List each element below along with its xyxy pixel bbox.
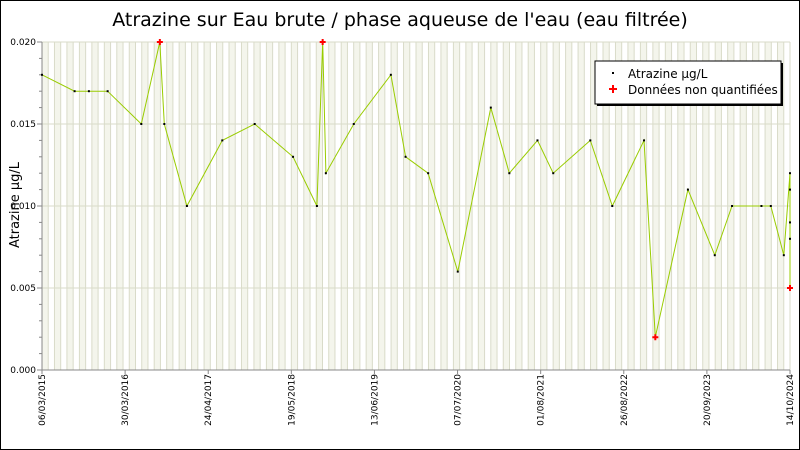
- data-point: [508, 172, 511, 175]
- data-point: [760, 205, 763, 207]
- data-point: [389, 73, 392, 76]
- data-point: [352, 123, 355, 125]
- data-point: [789, 221, 791, 224]
- x-tick-label: 30/03/2016: [121, 374, 131, 426]
- data-point: [643, 139, 646, 142]
- non-quantified-point: [319, 39, 326, 45]
- data-point: [140, 123, 143, 125]
- y-tick-label: 0.020: [10, 38, 36, 48]
- data-point: [427, 172, 430, 175]
- x-tick-label: 26/08/2022: [620, 374, 630, 426]
- y-tick-label: 0.000: [10, 366, 36, 376]
- data-point: [789, 237, 791, 240]
- data-point: [315, 205, 318, 207]
- y-axis-ticks: 0.000 0.005 0.010 0.015 0.020: [10, 38, 36, 376]
- data-point: [73, 90, 76, 93]
- data-point: [456, 270, 459, 273]
- data-point: [324, 172, 327, 175]
- y-tick-label: 0.005: [10, 284, 36, 294]
- data-point: [769, 205, 772, 207]
- data-point: [589, 139, 592, 142]
- data-point: [789, 188, 791, 191]
- y-tick-label: 0.010: [10, 202, 36, 212]
- x-tick-label: 24/04/2017: [204, 374, 214, 426]
- data-point: [536, 139, 539, 142]
- data-point: [221, 139, 224, 142]
- data-point: [686, 188, 689, 191]
- x-tick-label: 06/03/2015: [38, 374, 48, 426]
- data-point: [106, 90, 109, 93]
- legend-label-non-quantified: Données non quantifiées: [628, 83, 778, 97]
- data-point: [552, 172, 555, 175]
- legend: Atrazine µg/L Données non quantifiées: [594, 60, 783, 106]
- y-axis-label: Atrazine µg/L: [8, 161, 23, 248]
- data-point: [87, 90, 90, 93]
- data-point: [611, 205, 614, 207]
- legend-marker-quantified: [612, 72, 614, 74]
- legend-box: [594, 60, 782, 105]
- data-point: [789, 172, 791, 175]
- x-tick-label: 20/09/2023: [703, 374, 713, 426]
- non-quantified-point: [156, 39, 163, 45]
- x-tick-label: 14/10/2024: [786, 374, 796, 426]
- data-point: [713, 254, 716, 257]
- data-point: [253, 123, 256, 125]
- series-markers: [41, 39, 793, 341]
- data-point: [731, 205, 734, 207]
- data-point: [782, 254, 785, 257]
- data-point: [489, 106, 492, 109]
- legend-label-quantified: Atrazine µg/L: [628, 67, 708, 81]
- chart-title: Atrazine sur Eau brute / phase aqueuse d…: [112, 9, 688, 31]
- data-point: [404, 155, 407, 158]
- x-tick-label: 13/06/2019: [370, 374, 380, 426]
- data-point: [292, 155, 295, 158]
- legend-marker-non-quantified: [609, 85, 617, 93]
- data-point: [41, 73, 43, 76]
- x-tick-label: 01/08/2021: [537, 374, 547, 426]
- y-tick-label: 0.015: [10, 120, 36, 130]
- x-tick-label: 19/05/2018: [287, 374, 297, 426]
- data-point: [185, 205, 188, 207]
- non-quantified-point: [787, 285, 793, 291]
- data-point: [163, 123, 166, 125]
- x-tick-label: 07/07/2020: [454, 374, 464, 426]
- x-axis-ticks: 06/03/2015 30/03/2016 24/04/2017 19/05/2018…: [38, 370, 796, 426]
- axes: [37, 41, 790, 371]
- non-quantified-point: [652, 334, 659, 341]
- series-line-group: [41, 41, 791, 338]
- series-line: [41, 41, 791, 338]
